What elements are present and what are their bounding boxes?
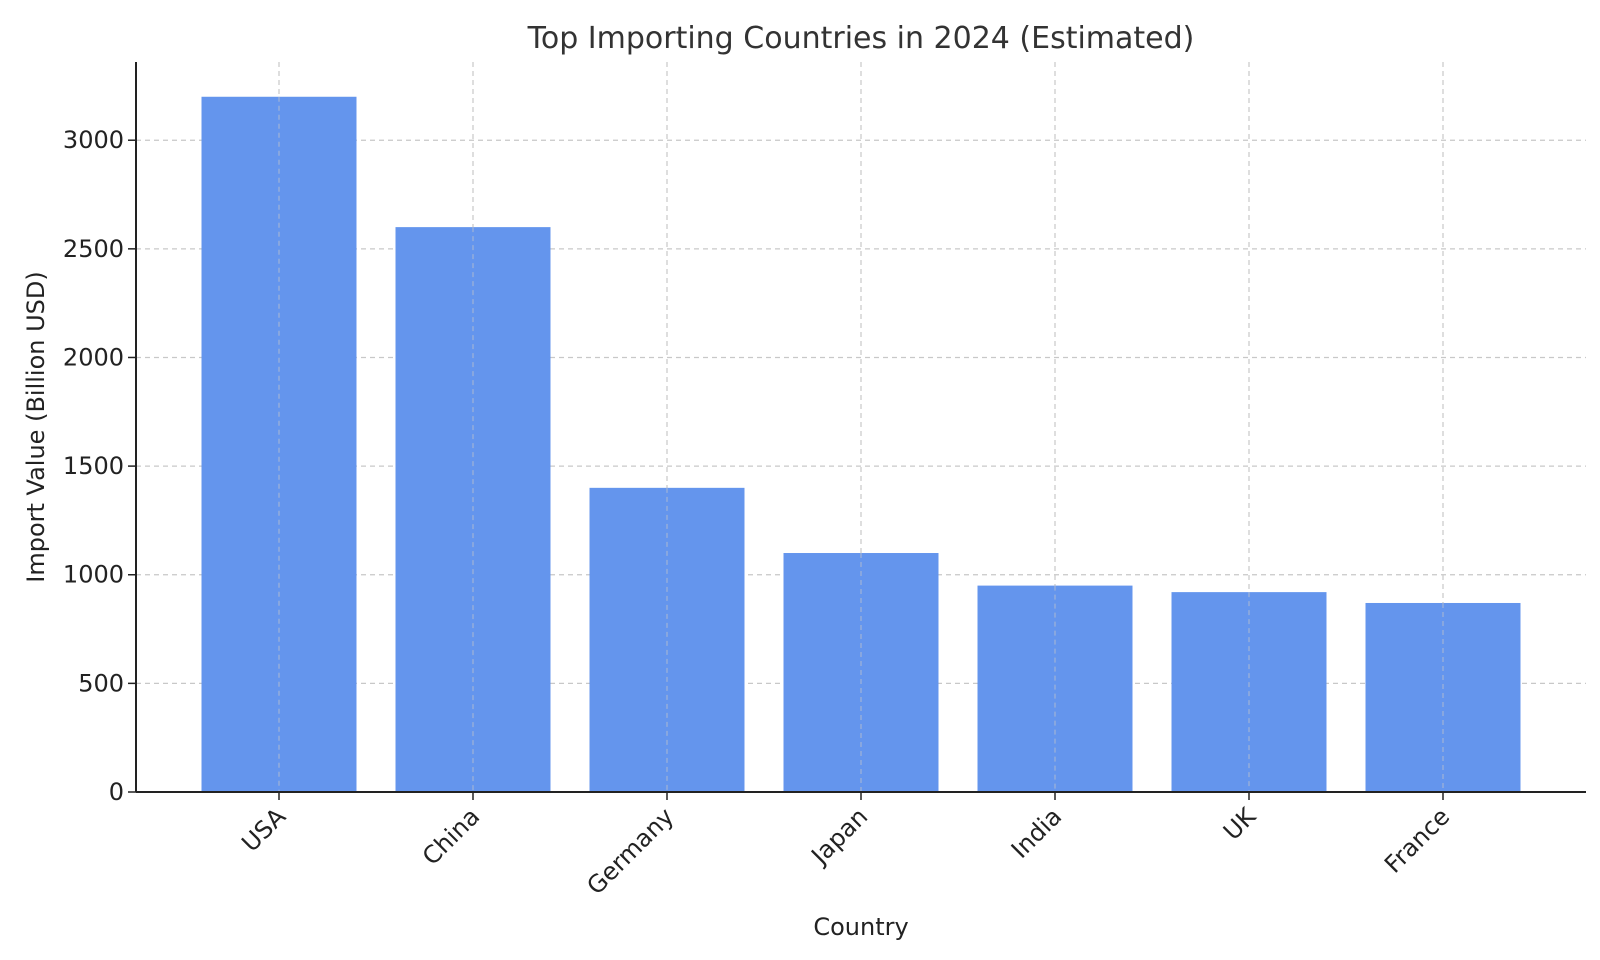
x-tick-label: Japan bbox=[805, 802, 874, 871]
bars bbox=[201, 96, 1521, 793]
chart-title: Top Importing Countries in 2024 (Estimat… bbox=[527, 21, 1195, 56]
y-tick-label: 3000 bbox=[63, 126, 124, 154]
x-tick-label: China bbox=[417, 802, 485, 870]
y-tick-label: 0 bbox=[109, 778, 124, 806]
bar-usa bbox=[201, 96, 357, 792]
x-tick-label: Germany bbox=[581, 802, 679, 900]
x-tick-label: USA bbox=[236, 802, 291, 857]
x-tick-label: France bbox=[1379, 802, 1455, 878]
y-tick-label: 500 bbox=[78, 669, 124, 697]
x-ticks: USA China Germany Japan India UK France bbox=[236, 792, 1455, 900]
x-axis-label: Country bbox=[813, 913, 908, 941]
y-axis-label: Import Value (Billion USD) bbox=[22, 271, 50, 582]
x-tick-label: India bbox=[1006, 802, 1067, 863]
y-tick-label: 2000 bbox=[63, 343, 124, 371]
x-tick-label: UK bbox=[1218, 802, 1262, 846]
y-ticks: 0 500 1000 1500 2000 2500 3000 bbox=[63, 126, 136, 806]
y-tick-label: 1000 bbox=[63, 561, 124, 589]
y-tick-label: 2500 bbox=[63, 235, 124, 263]
y-tick-label: 1500 bbox=[63, 452, 124, 480]
